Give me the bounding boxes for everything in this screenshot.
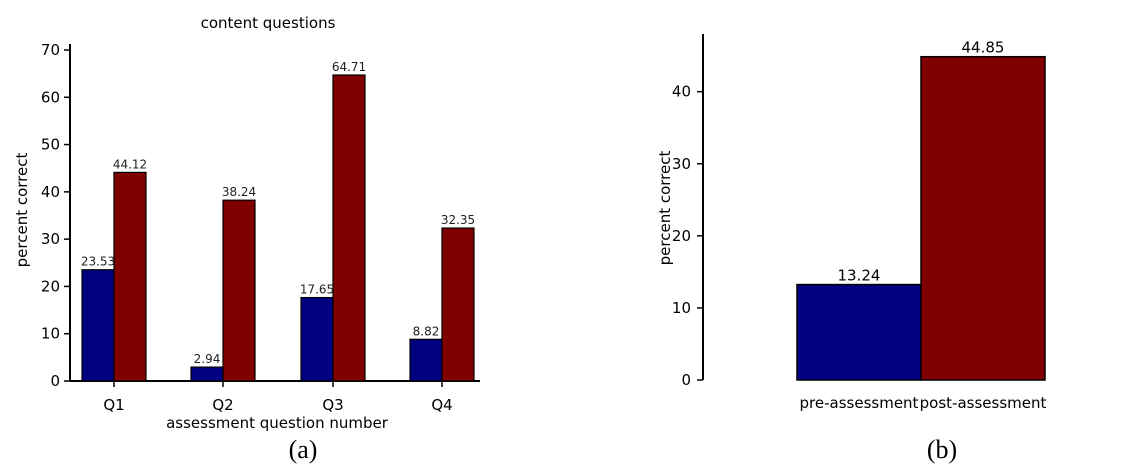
chart-a-data-label: 17.65: [300, 283, 334, 297]
chart-b-bars: [796, 55, 1046, 381]
chart-a-data-label: 23.53: [81, 255, 115, 269]
chart-b-bar: [920, 55, 1046, 381]
chart-b-data-label: 44.85: [962, 39, 1005, 57]
chart-a-xlabel: assessment question number: [166, 414, 389, 432]
chart-b-ytick-label: 40: [672, 83, 691, 101]
chart-a-bar: [222, 199, 256, 382]
chart-a-ytick-label: 0: [50, 372, 60, 390]
chart-a-caption: (a): [289, 435, 318, 464]
chart-b-data-label: 13.24: [838, 267, 881, 285]
chart-a-bar: [441, 227, 475, 382]
chart-b-bar: [796, 283, 922, 381]
chart-a-bar: [113, 171, 147, 382]
chart-a-data-labels: 23.53 44.12 2.94 38.24 17.65 64.71 8.82 32.35: [81, 60, 475, 366]
chart-b-xtick-label: pre-assessment: [800, 394, 919, 412]
chart-a: content questions percent correct assess…: [13, 14, 480, 464]
chart-b-ticks: 0 10 20 30 40 pre-assessment post-assessment: [672, 83, 1047, 412]
chart-a-xtick-label: Q2: [212, 396, 233, 414]
chart-a-data-label: 38.24: [222, 185, 256, 199]
chart-a-ytick-label: 50: [41, 136, 60, 154]
chart-a-title: content questions: [201, 14, 336, 32]
chart-b-data-labels: 13.24 44.85: [838, 39, 1005, 285]
chart-a-ytick-label: 30: [41, 230, 60, 248]
chart-a-ytick-label: 60: [41, 88, 60, 106]
chart-a-ylabel: percent correct: [13, 153, 31, 268]
chart-a-bar: [190, 366, 224, 382]
chart-a-bar: [300, 296, 334, 382]
chart-a-xtick-label: Q4: [431, 396, 452, 414]
chart-b-ytick-label: 0: [681, 371, 691, 389]
chart-a-data-label: 8.82: [413, 324, 440, 338]
chart-b-ytick-label: 30: [672, 155, 691, 173]
chart-a-xtick-label: Q3: [322, 396, 343, 414]
chart-a-data-label: 32.35: [441, 213, 475, 227]
chart-a-ytick-label: 70: [41, 41, 60, 59]
chart-a-bar: [81, 269, 115, 382]
chart-b: percent correct (b) 0 10 20 30 40 pre-assessm…: [656, 34, 1046, 464]
chart-a-ticks: 0 10 20 30 40 50 60 70 Q1 Q2 Q3 Q4: [41, 41, 453, 414]
chart-a-data-label: 64.71: [332, 60, 366, 74]
chart-a-xtick-label: Q1: [103, 396, 124, 414]
chart-a-bars: [81, 74, 475, 382]
chart-a-data-label: 2.94: [194, 352, 221, 366]
chart-b-ytick-label: 20: [672, 227, 691, 245]
chart-b-caption: (b): [927, 435, 957, 464]
chart-a-ytick-label: 10: [41, 325, 60, 343]
chart-a-bar: [332, 74, 366, 382]
chart-a-bar: [409, 338, 443, 382]
chart-a-data-label: 44.12: [113, 157, 147, 171]
chart-b-ytick-label: 10: [672, 299, 691, 317]
chart-a-ytick-label: 20: [41, 277, 60, 295]
chart-b-ylabel: percent correct: [656, 151, 674, 266]
chart-a-ytick-label: 40: [41, 183, 60, 201]
chart-b-xtick-label: post-assessment: [920, 394, 1047, 412]
